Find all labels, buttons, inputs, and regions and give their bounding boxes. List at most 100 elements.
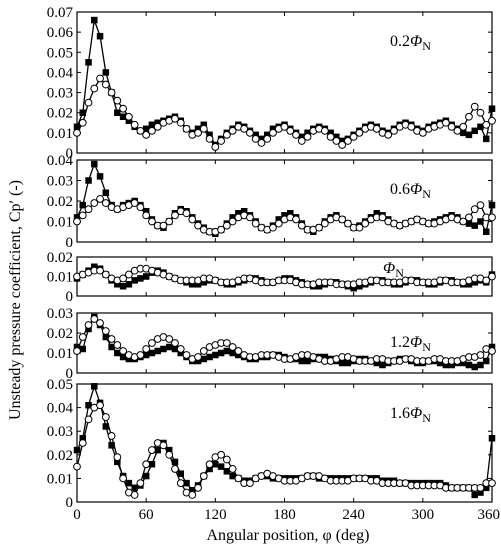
data-point-circle — [148, 339, 156, 347]
data-point-circle — [188, 215, 197, 224]
data-point-square — [471, 363, 478, 371]
data-point-circle — [407, 122, 416, 131]
data-point-circle — [222, 339, 231, 347]
data-point-circle — [107, 88, 116, 97]
data-point-circle — [228, 465, 237, 473]
data-point-circle — [297, 221, 306, 230]
data-point-square — [125, 281, 133, 288]
data-point-circle — [176, 118, 185, 127]
data-point-circle — [476, 108, 485, 117]
data-point-circle — [465, 112, 473, 121]
data-point-circle — [459, 122, 468, 131]
data-point-circle — [344, 219, 352, 228]
data-point-circle — [165, 450, 174, 459]
data-point-circle — [228, 217, 237, 226]
data-point-circle — [257, 139, 266, 147]
y-tick-label: 0.04 — [47, 65, 74, 81]
data-point-circle — [303, 132, 312, 141]
y-tick-label: 0 — [66, 495, 74, 511]
data-point-square — [177, 470, 184, 477]
data-point-circle — [355, 223, 364, 232]
data-point-circle — [482, 276, 491, 285]
data-point-circle — [459, 217, 468, 226]
data-point-circle — [355, 128, 364, 137]
data-point-circle — [482, 120, 491, 129]
y-tick-label: 0.06 — [47, 25, 74, 41]
data-point-circle — [217, 225, 225, 234]
data-point-circle — [476, 351, 485, 359]
x-tick-label: 240 — [342, 507, 365, 523]
data-point-circle — [234, 347, 243, 355]
data-point-circle — [182, 351, 191, 359]
data-point-circle — [96, 266, 104, 275]
y-tick-label: 0.01 — [47, 215, 73, 231]
data-point-circle — [96, 74, 104, 83]
data-point-circle — [488, 213, 496, 222]
data-point-circle — [194, 483, 202, 492]
data-point-circle — [171, 114, 179, 123]
y-tick-label: 0.02 — [47, 106, 73, 122]
x-tick-label: 180 — [273, 507, 296, 523]
data-point-circle — [418, 128, 427, 137]
panel-4: 0 0.01 0.02 0.03 1.2ΦN — [47, 306, 496, 382]
y-tick-label: 0 — [66, 235, 74, 251]
y-tick-label: 0.03 — [47, 306, 73, 322]
data-point-circle — [101, 270, 110, 279]
data-point-circle — [338, 215, 347, 224]
data-point-square — [96, 32, 104, 40]
data-point-circle — [320, 219, 329, 228]
series-line-open-circle — [76, 77, 493, 149]
data-point-circle — [194, 353, 202, 361]
data-point-square — [85, 59, 92, 66]
y-tick-label: 0.01 — [47, 471, 73, 487]
y-tick-label: 0.01 — [47, 270, 73, 286]
data-point-circle — [119, 104, 128, 113]
data-point-square — [131, 277, 138, 284]
data-point-circle — [182, 124, 191, 133]
data-point-circle — [361, 219, 370, 228]
data-point-circle — [73, 462, 81, 471]
data-point-circle — [476, 483, 485, 492]
data-point-circle — [251, 219, 260, 228]
data-point-circle — [234, 474, 243, 483]
data-point-circle — [113, 341, 122, 349]
data-point-circle — [73, 217, 81, 226]
data-point-circle — [171, 339, 179, 347]
data-point-circle — [171, 465, 179, 473]
panel-5: 0 0.01 0.02 0.03 0.04 0.05 1.6ΦN — [47, 377, 496, 511]
y-tick-label: 0.02 — [47, 326, 73, 342]
data-point-circle — [84, 321, 93, 329]
data-point-circle — [286, 126, 295, 135]
data-point-square — [114, 109, 121, 116]
data-point-square — [482, 135, 490, 143]
y-tick-label: 0.07 — [47, 5, 74, 21]
data-point-circle — [73, 128, 81, 137]
data-point-circle — [372, 124, 381, 133]
y-tick-label: 0.01 — [47, 126, 73, 142]
data-point-square — [217, 349, 225, 357]
data-point-circle — [246, 479, 254, 488]
data-point-square — [102, 189, 110, 197]
data-point-circle — [488, 272, 496, 281]
panel-3: 0 0.01 0.02 ΦN — [47, 250, 496, 305]
data-point-circle — [142, 460, 151, 469]
panel-label: ΦN — [383, 260, 404, 280]
y-tick-label: 0.02 — [47, 448, 73, 464]
panel-label: 1.2ΦN — [390, 334, 431, 354]
data-point-circle — [124, 270, 133, 279]
data-point-circle — [136, 203, 145, 212]
x-tick-label: 0 — [73, 507, 81, 523]
data-point-circle — [113, 96, 122, 105]
data-point-square — [488, 435, 496, 442]
data-point-square — [79, 201, 87, 209]
data-point-circle — [384, 130, 393, 139]
data-point-square — [73, 446, 81, 454]
data-point-circle — [188, 491, 197, 499]
y-tick-label: 0.02 — [47, 194, 73, 210]
data-point-circle — [90, 315, 99, 323]
data-point-circle — [119, 274, 128, 283]
x-tick-label: 300 — [412, 507, 435, 523]
y-tick-label: 0.04 — [47, 401, 74, 417]
data-point-circle — [90, 84, 99, 93]
data-point-circle — [142, 345, 151, 353]
